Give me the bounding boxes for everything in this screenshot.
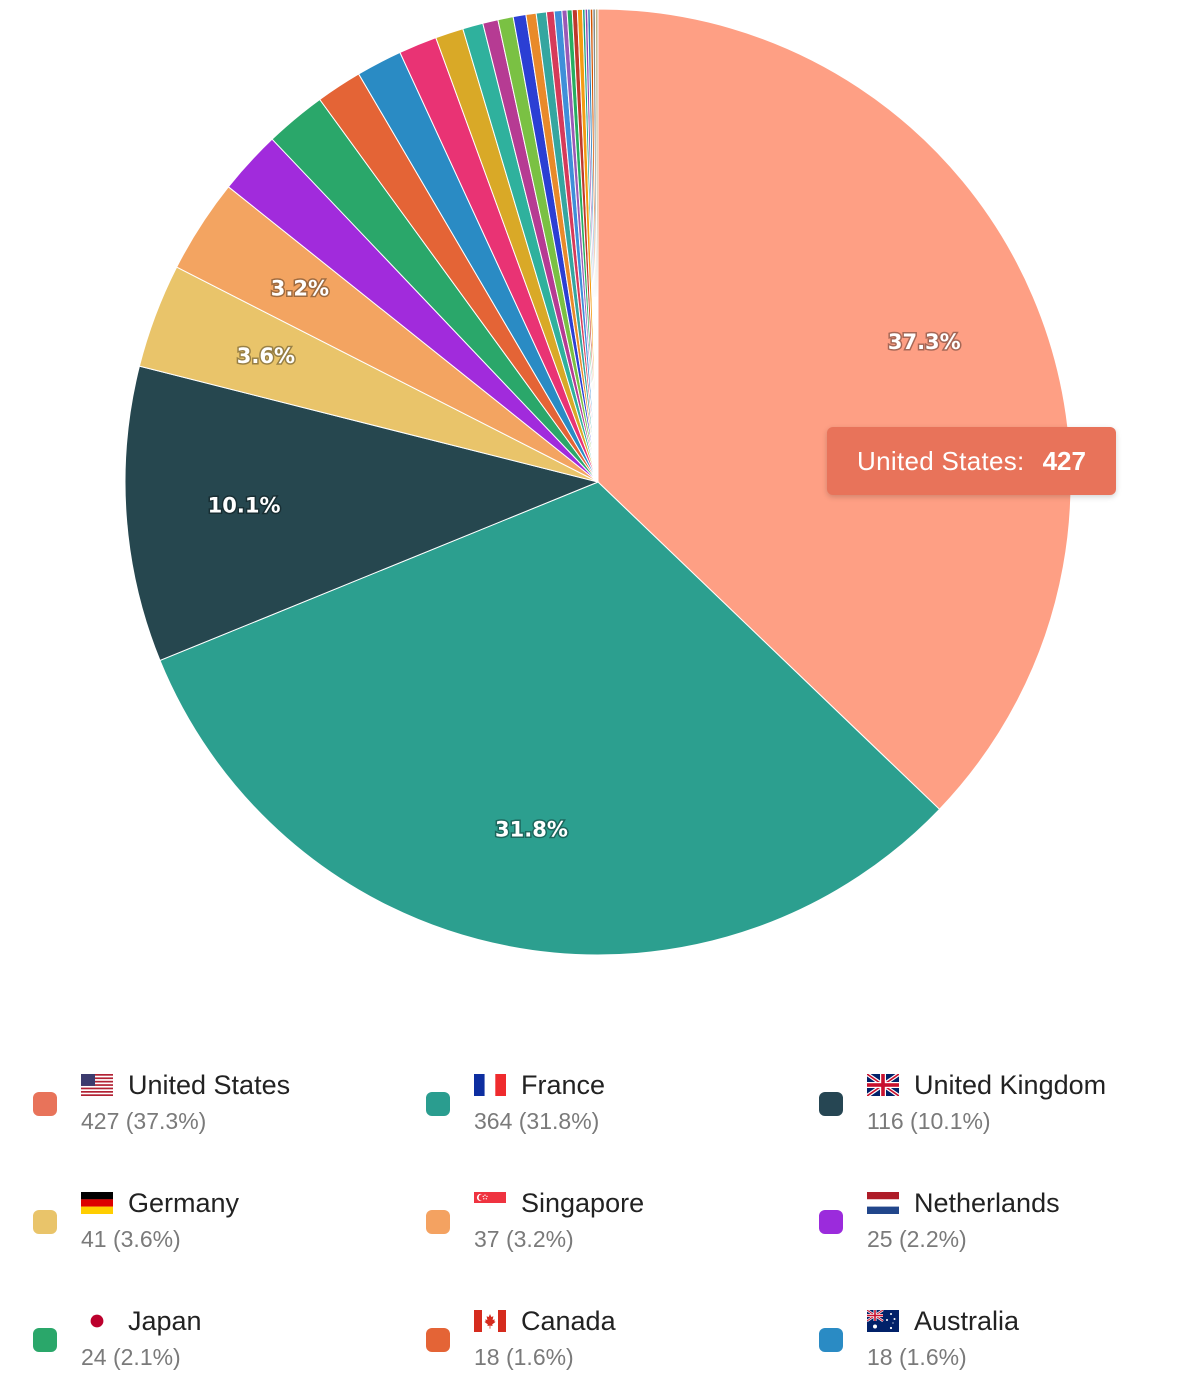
legend-color-swatch — [819, 1328, 843, 1352]
legend-color-swatch — [33, 1328, 57, 1352]
legend-count: 25 (2.2%) — [867, 1226, 967, 1252]
slice-label-germany: 3.6% — [237, 344, 295, 368]
us-flag-icon — [81, 1074, 113, 1096]
legend-color-swatch — [426, 1210, 450, 1234]
legend-count: 364 (31.8%) — [474, 1108, 600, 1134]
legend-item-united-kingdom[interactable]: United Kingdom 116 (10.1%) — [786, 1060, 1146, 1140]
legend-item-united-states[interactable]: United States 427 (37.3%) — [0, 1060, 360, 1140]
legend-label: Australia — [914, 1306, 1020, 1336]
legend-label: United Kingdom — [914, 1070, 1107, 1100]
sg-flag-icon — [474, 1192, 506, 1214]
legend-color-swatch — [426, 1328, 450, 1352]
legend-label: France — [521, 1070, 606, 1100]
de-flag-icon — [81, 1192, 113, 1214]
legend-count: 37 (3.2%) — [474, 1226, 574, 1252]
legend-item-canada[interactable]: Canada 18 (1.6%) — [393, 1296, 753, 1376]
pie-chart-svg: 37.3% 31.8% 10.1% 3.6% 3.2% — [124, 8, 1072, 956]
legend-item-netherlands[interactable]: Netherlands 25 (2.2%) — [786, 1178, 1146, 1258]
legend-item-singapore[interactable]: Singapore 37 (3.2%) — [393, 1178, 753, 1258]
legend-label: Canada — [521, 1306, 616, 1336]
ca-flag-icon — [474, 1310, 506, 1332]
pie-slice-france[interactable] — [159, 481, 941, 956]
legend-item-australia[interactable]: Australia 18 (1.6%) — [786, 1296, 1146, 1376]
legend-count: 18 (1.6%) — [867, 1344, 967, 1370]
pie-slice-united-kingdom[interactable] — [124, 365, 600, 662]
legend-count: 18 (1.6%) — [474, 1344, 574, 1370]
pie-chart: 37.3% 31.8% 10.1% 3.6% 3.2% United States: 4… — [124, 8, 1116, 956]
legend-color-swatch — [33, 1210, 57, 1234]
slice-label-united-kingdom: 10.1% — [208, 494, 281, 518]
tooltip-value: 427 — [1042, 445, 1086, 476]
legend-label: Germany — [128, 1188, 240, 1218]
slice-label-united-states: 37.3% — [888, 330, 961, 354]
legend-item-germany[interactable]: Germany 41 (3.6%) — [0, 1178, 360, 1258]
pie-slice-united-states[interactable] — [597, 8, 1072, 811]
fr-flag-icon — [474, 1074, 506, 1096]
nl-flag-icon — [867, 1192, 899, 1214]
legend-count: 24 (2.1%) — [81, 1344, 181, 1370]
legend-color-swatch — [819, 1092, 843, 1116]
slice-label-singapore: 3.2% — [271, 277, 329, 301]
legend-label: Netherlands — [914, 1188, 1060, 1218]
legend-label: United States — [128, 1070, 291, 1100]
legend-count: 116 (10.1%) — [867, 1108, 991, 1134]
au-flag-icon — [867, 1310, 899, 1332]
pie-slice-other-20[interactable] — [594, 8, 599, 483]
legend-label: Singapore — [521, 1188, 645, 1218]
tooltip-label: United States: — [857, 445, 1025, 476]
legend-color-swatch — [33, 1092, 57, 1116]
jp-flag-icon — [81, 1310, 113, 1332]
legend-item-japan[interactable]: Japan 24 (2.1%) — [0, 1296, 360, 1376]
legend-color-swatch — [426, 1092, 450, 1116]
chart-tooltip: United States: 427 — [827, 427, 1116, 495]
gb-flag-icon — [867, 1074, 899, 1096]
legend-label: Japan — [128, 1306, 202, 1336]
legend-count: 427 (37.3%) — [81, 1108, 207, 1134]
legend-item-france[interactable]: France 364 (31.8%) — [393, 1060, 753, 1140]
slice-label-france: 31.8% — [495, 817, 568, 841]
legend-color-swatch — [819, 1210, 843, 1234]
legend-count: 41 (3.6%) — [81, 1226, 181, 1252]
